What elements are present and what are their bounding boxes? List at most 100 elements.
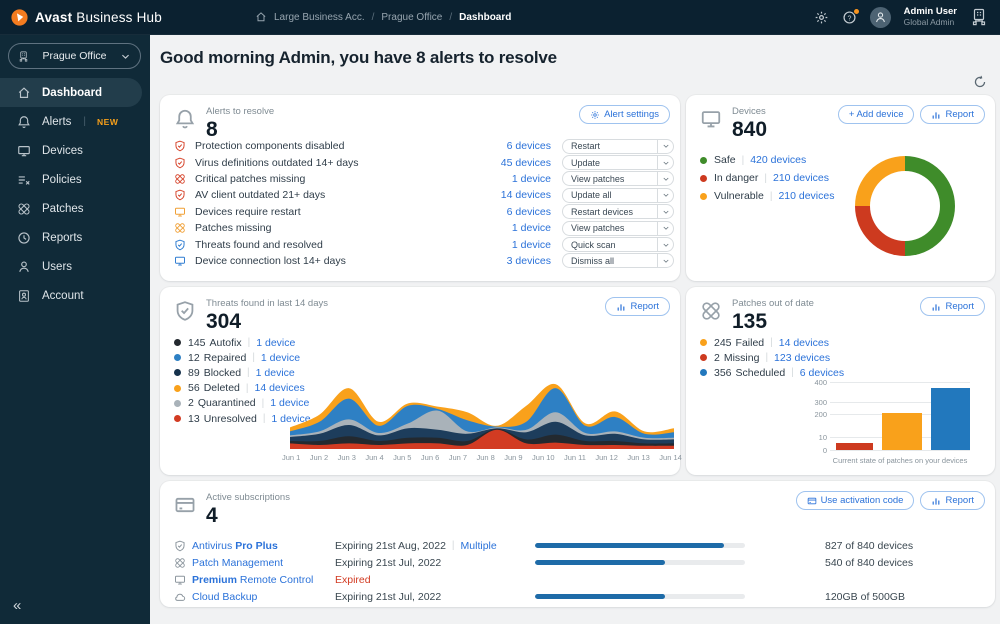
use-activation-code-button[interactable]: Use activation code (795, 491, 915, 510)
alert-devices-link[interactable]: 1 device (511, 238, 551, 251)
dropdown-chevron (657, 172, 673, 186)
subscription-name-part: Patch Management (192, 556, 284, 569)
chevron-down-icon (662, 142, 670, 150)
legend-count: 356 (714, 366, 732, 379)
threats-legend-item: 56 Deleted | 14 devices (174, 381, 311, 396)
breadcrumb-item[interactable]: Dashboard (459, 11, 512, 23)
sidebar-item-dashboard[interactable]: Dashboard (0, 78, 142, 107)
sidebar-item-policies[interactable]: Policies (0, 165, 142, 194)
threats-card: Threats found in last 14 days 304 Report… (160, 287, 682, 475)
patches-report-button[interactable]: Report (920, 297, 985, 316)
home-icon[interactable] (255, 11, 267, 23)
alert-action-dropdown[interactable]: Restart (562, 138, 674, 154)
alert-devices-link[interactable]: 1 device (511, 222, 551, 235)
devices-legend-item: In danger | 210 devices (700, 169, 834, 187)
subscription-card-icon (174, 494, 196, 516)
legend-devices-link[interactable]: 1 device (260, 351, 301, 364)
subscription-expiry: Expiring 21st Jul, 2022 (335, 557, 535, 569)
alert-action-dropdown[interactable]: Restart devices (562, 204, 674, 220)
help-icon[interactable]: ? (842, 7, 860, 25)
brand-rest: Business Hub (76, 9, 162, 25)
avatar[interactable] (869, 6, 891, 28)
subscriptions-count: 4 (206, 504, 218, 527)
company-switcher-icon[interactable] (970, 8, 988, 26)
refresh-icon[interactable] (973, 75, 987, 89)
subscription-name-link[interactable]: Patch Management (192, 557, 335, 569)
devices-report-label: Report (945, 109, 974, 120)
subscription-name-link[interactable]: Premium Remote Control (192, 574, 335, 586)
alert-label: Protection components disabled (195, 140, 345, 153)
devices-report-button[interactable]: Report (920, 105, 985, 124)
dropdown-chevron (657, 238, 673, 252)
alert-settings-button[interactable]: Alert settings (579, 105, 670, 124)
sidebar-item-account[interactable]: Account (0, 281, 142, 310)
y-axis-tick: 0 (822, 446, 827, 455)
add-device-label: + Add device (848, 109, 904, 120)
sidebar-item-label: Account (42, 289, 84, 302)
subscription-name-link[interactable]: Antivirus Pro Plus (192, 540, 335, 552)
legend-devices-link[interactable]: 14 devices (254, 382, 305, 395)
legend-devices-link[interactable]: 210 devices (778, 190, 835, 202)
subscription-progress-fill (535, 594, 666, 599)
alert-devices-link[interactable]: 3 devices (506, 254, 551, 267)
sidebar-item-alerts[interactable]: Alerts | NEW (0, 107, 142, 136)
patches-card-title: Patches out of date (732, 298, 814, 309)
threats-report-button[interactable]: Report (605, 297, 670, 316)
patch-icon (17, 202, 31, 216)
legend-label: Failed (735, 336, 765, 349)
sidebar-item-reports[interactable]: Reports (0, 223, 142, 252)
sidebar-item-devices[interactable]: Devices (0, 136, 142, 165)
alert-devices-link[interactable]: 14 devices (500, 189, 551, 202)
alert-action-dropdown[interactable]: View patches (562, 171, 674, 187)
alert-action-dropdown[interactable]: Update (562, 155, 674, 171)
alert-action-dropdown[interactable]: Quick scan (562, 237, 674, 253)
legend-devices-link[interactable]: 1 device (271, 412, 311, 425)
threats-area-chart (286, 371, 678, 449)
sidebar-item-patches[interactable]: Patches (0, 194, 142, 223)
subscriptions-card: Active subscriptions 4 Use activation co… (160, 481, 995, 607)
alert-devices-link[interactable]: 6 devices (506, 140, 551, 153)
add-device-button[interactable]: + Add device (837, 105, 915, 124)
legend-devices-link[interactable]: 1 device (255, 366, 295, 379)
legend-divider: | (247, 367, 250, 379)
patches-legend: 245 Failed | 14 devices 2 Missing | 123 devices… (700, 335, 844, 381)
alert-row: Protection components disabled 6 devices R… (174, 138, 674, 154)
alert-label: Devices require restart (195, 205, 301, 218)
legend-devices-link[interactable]: 1 device (270, 397, 310, 410)
sidebar-collapse-button[interactable]: « (13, 597, 22, 614)
clock-icon (17, 231, 31, 245)
legend-devices-link[interactable]: 14 devices (778, 336, 829, 349)
multiple-link[interactable]: Multiple (460, 539, 497, 552)
alert-devices-link[interactable]: 1 device (511, 172, 551, 185)
breadcrumb-item[interactable]: Prague Office (381, 11, 443, 23)
chevron-down-icon (662, 175, 670, 183)
patches-bar-chart: Current state of patches on your devices… (812, 373, 984, 473)
subscriptions-report-button[interactable]: Report (920, 491, 985, 510)
sidebar-item-label: Reports (42, 231, 83, 244)
chevron-down-icon (662, 257, 670, 265)
sidebar-item-users[interactable]: Users (0, 252, 142, 281)
person-icon (874, 11, 887, 24)
alert-action-dropdown[interactable]: View patches (562, 220, 674, 236)
site-selector[interactable]: Prague Office (8, 43, 141, 69)
legend-devices-link[interactable]: 420 devices (750, 154, 807, 166)
settings-gear-icon[interactable] (814, 10, 829, 25)
bar-scheduled (931, 388, 970, 450)
legend-devices-link[interactable]: 210 devices (772, 172, 830, 184)
legend-devices-link[interactable]: 1 device (256, 336, 296, 349)
breadcrumb-item[interactable]: Large Business Acc. (274, 11, 365, 23)
legend-dot (700, 339, 707, 347)
alert-devices-link[interactable]: 6 devices (506, 205, 551, 218)
legend-count: 2 (714, 351, 720, 364)
alert-devices-link[interactable]: 45 devices (500, 156, 551, 169)
alert-action-dropdown[interactable]: Dismiss all (562, 253, 674, 269)
subscription-name-link[interactable]: Cloud Backup (192, 591, 335, 603)
legend-devices-link[interactable]: 123 devices (774, 351, 831, 364)
alert-action-dropdown[interactable]: Update all (562, 187, 674, 203)
threats-legend-item: 89 Blocked | 1 device (174, 365, 311, 380)
question-icon: ? (842, 10, 857, 25)
legend-devices-link[interactable]: 6 devices (799, 366, 845, 379)
y-axis-tick: 300 (814, 398, 827, 407)
subscription-progress-bar (535, 594, 745, 599)
alert-row: Devices require restart 6 devices Restart … (174, 204, 674, 220)
